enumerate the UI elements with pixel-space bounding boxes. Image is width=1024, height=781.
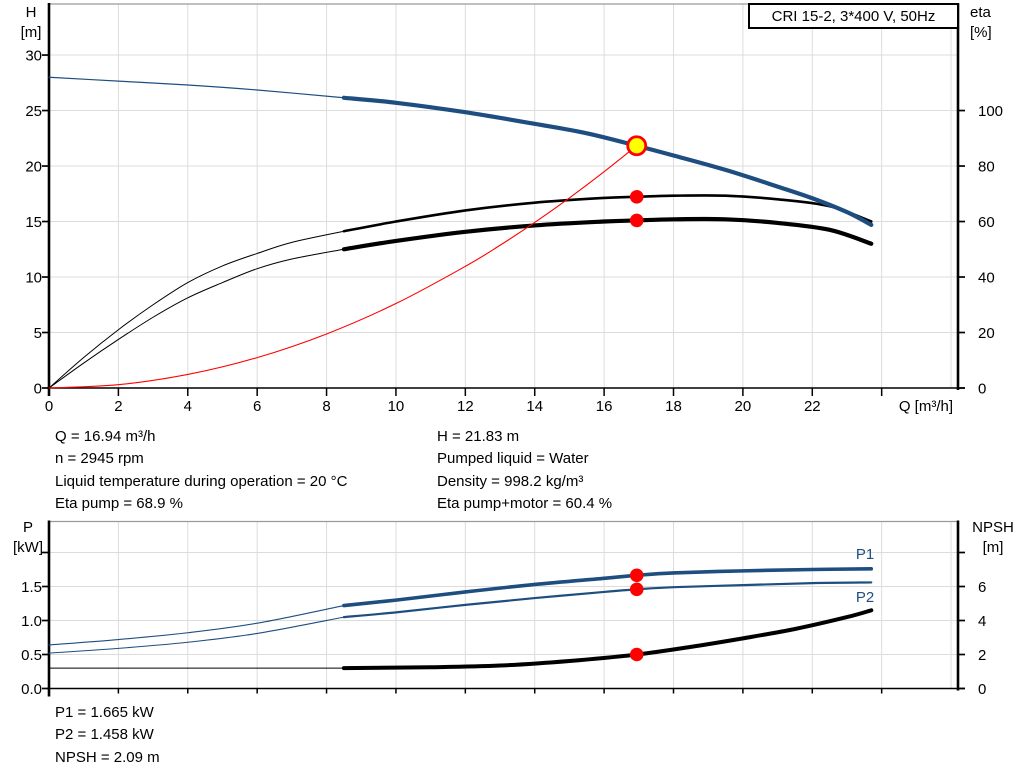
y-right-tick-label: 80 xyxy=(978,158,995,175)
info-line-h: H = 21.83 m xyxy=(437,428,520,445)
x-tick-label: 10 xyxy=(388,398,405,415)
npsh-axis-unit: [m] xyxy=(982,539,1004,556)
y-right-tick-label: 100 xyxy=(978,103,1003,120)
y-right-tick-label: 40 xyxy=(978,269,995,286)
power-npsh-chart: 0.0 0.5 1.0 1.5 0 2 4 6 P1 P2 xyxy=(21,520,986,698)
y-right-tick-label: 0 xyxy=(978,681,986,698)
p1-curve-label: P1 xyxy=(856,546,874,563)
p1-curve xyxy=(342,567,874,608)
h-curve xyxy=(341,95,874,227)
y-right-tick-label: 2 xyxy=(978,647,986,664)
y-right-tick-label: 0 xyxy=(978,380,986,397)
x-tick-label: 4 xyxy=(184,398,192,415)
p2-curve-label: P2 xyxy=(856,589,874,606)
duty-info-right-column: H = 21.83 m Pumped liquid = Water Densit… xyxy=(437,426,612,516)
y-right-tick-label: 6 xyxy=(978,579,986,596)
y-left-tick-label: 0.5 xyxy=(21,647,42,664)
x-tick-label: 12 xyxy=(457,398,474,415)
info-line-npsh: NPSH = 2.09 m xyxy=(55,748,160,766)
y-left-tick-label: 0 xyxy=(34,380,42,397)
p2-curve-thin xyxy=(48,616,345,654)
y-right-tick-label: 20 xyxy=(978,325,995,342)
p1-duty-dot xyxy=(629,568,644,583)
x-tick-label: 2 xyxy=(114,398,122,415)
x-tick-label: 14 xyxy=(526,398,543,415)
x-tick-label: 0 xyxy=(45,398,53,415)
power-info-column: P1 = 1.665 kW P2 = 1.458 kW NPSH = 2.09 … xyxy=(55,702,160,769)
duty-info-left-column: Q = 16.94 m³/h n = 2945 rpm Liquid tempe… xyxy=(55,426,347,516)
p-axis-symbol: P xyxy=(22,519,33,536)
h-axis-symbol: H xyxy=(25,4,37,21)
x-tick-label: 20 xyxy=(735,398,752,415)
info-line-p1: P1 = 1.665 kW xyxy=(55,704,154,721)
y-left-tick-label: 10 xyxy=(25,269,42,286)
system-resistance-curve xyxy=(48,145,638,389)
info-line-pumped-liquid: Pumped liquid = Water xyxy=(437,450,589,468)
y-left-tick-label: 15 xyxy=(25,214,42,231)
x-tick-label: 22 xyxy=(804,398,821,415)
x-axis-label: Q [m³/h] xyxy=(899,398,953,415)
npsh-curve xyxy=(341,608,874,671)
x-tick-label: 16 xyxy=(596,398,613,415)
p-axis-unit: [kW] xyxy=(13,539,43,556)
info-line-p2: P2 = 1.458 kW xyxy=(55,726,154,744)
info-line-density: Density = 998.2 kg/m³ xyxy=(437,472,584,490)
pump-model-title-box: CRI 15-2, 3*400 V, 50Hz xyxy=(748,3,959,29)
p2-curve xyxy=(342,581,873,619)
y-left-tick-label: 0.0 xyxy=(21,681,42,698)
duty-point-marker[interactable] xyxy=(626,135,648,157)
npsh-axis-symbol: NPSH xyxy=(972,519,1014,536)
npsh-axis-title: NPSH [m] xyxy=(966,518,1020,558)
info-line-q: Q = 16.94 m³/h xyxy=(55,428,156,445)
info-line-eta-pump: Eta pump = 68.9 % xyxy=(55,495,183,513)
eta-pump-duty-dot xyxy=(629,190,644,204)
eta-pump-motor-curve xyxy=(341,216,874,252)
npsh-duty-dot xyxy=(629,647,644,662)
eta-pump-curve-thin xyxy=(48,230,345,389)
p-axis-title: P [kW] xyxy=(8,518,48,558)
h-axis-unit: [m] xyxy=(20,24,42,41)
y-right-tick-label: 60 xyxy=(978,214,995,231)
x-tick-label: 18 xyxy=(665,398,682,415)
y-left-tick-label: 5 xyxy=(34,325,42,342)
y-left-tick-label: 1.0 xyxy=(21,613,42,630)
y-left-tick-label: 30 xyxy=(25,47,42,64)
eta-axis-unit: [%] xyxy=(970,24,992,41)
x-tick-label: 6 xyxy=(253,398,261,415)
y-right-tick-label: 4 xyxy=(978,613,986,630)
eta-axis-symbol: eta xyxy=(970,4,991,21)
info-line-liquid-temp: Liquid temperature during operation = 20… xyxy=(55,472,348,490)
y-left-tick-label: 25 xyxy=(25,103,42,120)
p2-duty-dot xyxy=(629,582,644,597)
info-line-n: n = 2945 rpm xyxy=(55,450,144,468)
head-efficiency-chart: 0 5 10 15 20 25 30 0 20 40 60 80 100 0 2 4 6 8 10 12 14 16 18 2… xyxy=(25,3,1003,415)
info-line-eta-pump-motor: Eta pump+motor = 60.4 % xyxy=(437,495,613,513)
eta-axis-title: eta [%] xyxy=(970,3,1014,43)
eta-pump-motor-curve-thin xyxy=(48,248,345,389)
h-axis-title: H [m] xyxy=(14,3,48,43)
h-curve-preview xyxy=(48,76,345,99)
x-tick-label: 8 xyxy=(322,398,330,415)
p1-curve-thin xyxy=(48,604,345,646)
y-left-tick-label: 1.5 xyxy=(21,579,42,596)
y-left-tick-label: 20 xyxy=(25,158,42,175)
eta-pump-motor-duty-dot xyxy=(629,213,644,228)
